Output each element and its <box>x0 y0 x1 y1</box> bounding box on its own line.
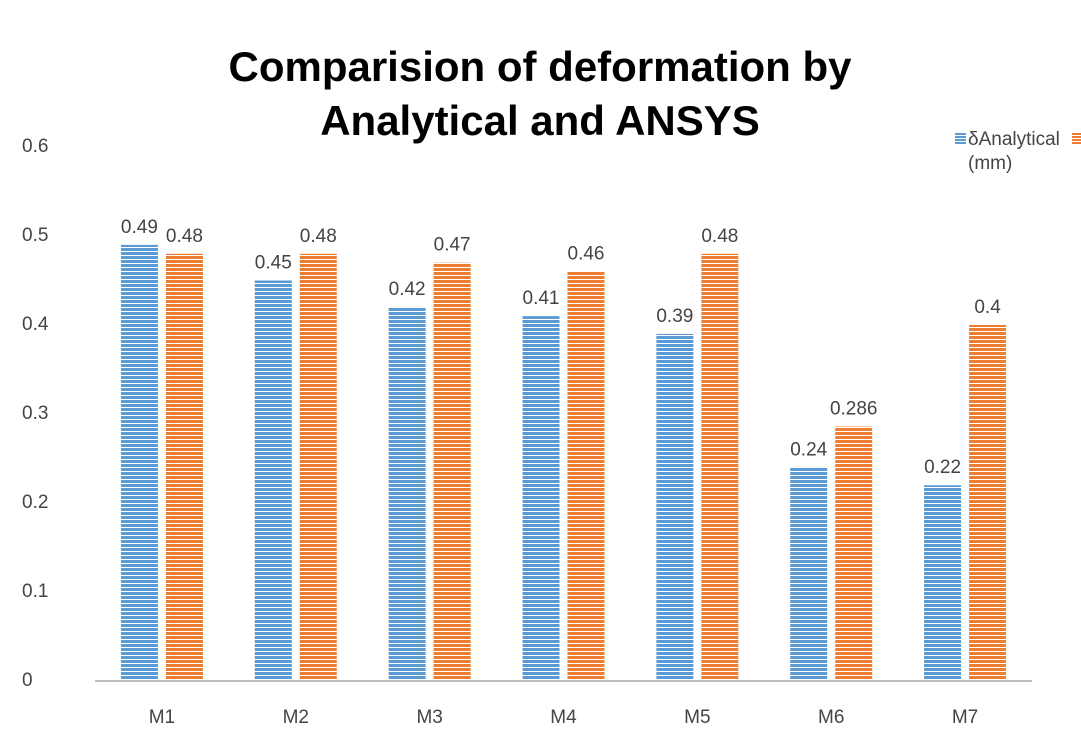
data-label: 0.49 <box>121 217 158 238</box>
legend-swatch <box>955 133 966 144</box>
x-tick-label: M4 <box>550 707 577 728</box>
y-tick-label: 0.5 <box>22 225 48 246</box>
data-label: 0.286 <box>830 398 878 419</box>
data-label: 0.48 <box>300 226 337 247</box>
data-label: 0.41 <box>523 288 560 309</box>
data-label: 0.4 <box>974 297 1001 318</box>
data-label: 0.46 <box>568 244 605 265</box>
legend: δAnalytical (mm) δAnsys (mm) <box>955 128 1081 176</box>
bar <box>299 253 337 682</box>
legend-label: δAnalytical (mm) <box>968 129 1060 174</box>
data-label: 0.39 <box>656 306 693 327</box>
legend-item: δAnsys (mm) <box>1072 128 1081 176</box>
bar <box>120 244 158 681</box>
legend-swatch <box>1072 133 1081 144</box>
data-label: 0.22 <box>924 457 961 478</box>
data-label: 0.47 <box>434 235 471 256</box>
bar <box>701 253 739 682</box>
x-tick-label: M1 <box>149 707 175 728</box>
bar <box>969 325 1007 681</box>
bar <box>924 485 962 681</box>
data-label: 0.48 <box>701 226 738 247</box>
y-tick-label: 0 <box>22 670 33 691</box>
legend-item: δAnalytical (mm) <box>955 128 1060 176</box>
x-tick-label: M3 <box>416 707 442 728</box>
data-label: 0.48 <box>166 226 203 247</box>
bar <box>835 426 873 681</box>
data-label: 0.42 <box>389 279 426 300</box>
bar <box>388 307 426 681</box>
bar <box>522 316 560 681</box>
y-tick-label: 0.6 <box>22 136 48 157</box>
x-tick-label: M2 <box>283 707 309 728</box>
bar <box>165 253 203 682</box>
y-tick-label: 0.2 <box>22 492 48 513</box>
y-tick-label: 0.4 <box>22 314 49 335</box>
data-label: 0.45 <box>255 253 292 274</box>
y-tick-label: 0.3 <box>22 403 48 424</box>
data-label: 0.24 <box>790 439 827 460</box>
bar <box>790 467 828 681</box>
y-tick-label: 0.1 <box>22 581 48 602</box>
chart-title: Comparision of deformation by Analytical… <box>228 43 852 144</box>
x-tick-label: M6 <box>818 707 844 728</box>
x-tick-label: M7 <box>952 707 978 728</box>
bar <box>254 280 292 681</box>
bar <box>567 271 605 681</box>
x-tick-label: M5 <box>684 707 710 728</box>
bar <box>433 262 471 681</box>
bar <box>656 333 694 681</box>
